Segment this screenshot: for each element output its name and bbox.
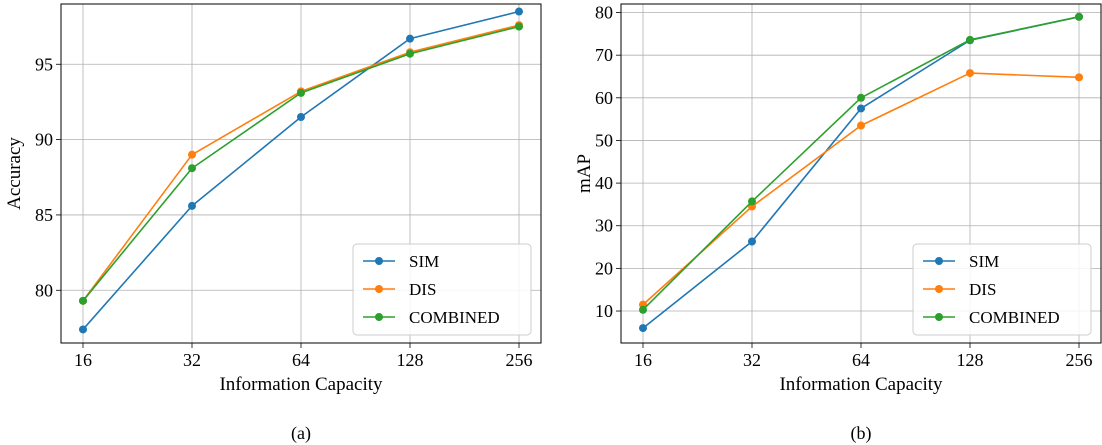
data-point-sim	[297, 113, 305, 121]
data-point-dis	[966, 69, 974, 78]
data-point-sim	[79, 325, 87, 334]
data-point-combined	[966, 35, 974, 44]
x-tick-label: 64	[852, 350, 870, 370]
data-point-combined	[515, 22, 523, 31]
x-tick-label: 16	[634, 350, 652, 370]
legend-marker-combined	[935, 313, 943, 321]
legend-label-dis: DIS	[409, 280, 436, 299]
legend-label-combined: COMBINED	[969, 308, 1060, 327]
legend-box	[352, 243, 532, 336]
legend-label-sim: SIM	[969, 252, 999, 271]
panel-caption: (b)	[851, 423, 872, 444]
data-point-sim	[639, 324, 647, 333]
plot-frame	[60, 3, 542, 344]
legend-label-dis: DIS	[969, 280, 996, 299]
legend-box	[912, 243, 1092, 336]
data-point-combined	[406, 49, 414, 58]
y-tick-label: 90	[35, 130, 53, 150]
y-tick-label: 95	[35, 54, 53, 74]
y-tick-label: 70	[595, 45, 613, 65]
data-point-sim	[857, 104, 865, 113]
data-point-dis	[857, 121, 865, 130]
y-tick-label: 50	[595, 130, 613, 150]
data-point-sim	[515, 7, 523, 16]
legend-label-sim: SIM	[409, 252, 439, 271]
y-tick-label: 30	[595, 216, 613, 236]
data-point-combined	[857, 93, 865, 102]
data-point-sim	[406, 34, 414, 43]
x-axis-label: Information Capacity	[779, 374, 943, 395]
legend-marker-sim	[375, 257, 383, 265]
y-tick-label: 20	[595, 258, 613, 278]
y-axis-label: Accuracy	[4, 137, 25, 210]
legend-marker-dis	[375, 285, 383, 293]
x-tick-label: 128	[957, 350, 984, 370]
chart-panel-a: 16 32 64 128 256 80 85 90 95 Information Capacity…	[4, 3, 542, 444]
plot-frame	[620, 3, 1102, 344]
data-point-sim	[188, 201, 196, 210]
x-tick-label: 16	[74, 350, 92, 370]
y-tick-label: 80	[595, 3, 613, 23]
legend-marker-sim	[935, 257, 943, 265]
legend: SIM DIS COMBINED	[352, 243, 532, 336]
legend: SIM DIS COMBINED	[912, 243, 1092, 336]
x-tick-label: 32	[183, 350, 201, 370]
panel-caption: (a)	[291, 423, 311, 444]
data-point-combined	[297, 88, 305, 97]
y-tick-label: 60	[595, 88, 613, 108]
data-point-dis	[1075, 73, 1083, 82]
data-point-dis	[188, 150, 196, 159]
y-tick-label: 85	[35, 205, 53, 225]
legend-marker-dis	[935, 285, 943, 293]
y-tick-label: 40	[595, 173, 613, 193]
data-point-combined	[639, 305, 647, 314]
x-tick-label: 64	[292, 350, 310, 370]
data-point-combined	[188, 164, 196, 173]
x-tick-label: 256	[506, 350, 533, 370]
y-axis-label: mAP	[574, 154, 595, 193]
chart-panel-b: 16 32 64 128 256 10 20 30 40 50 60 70 80 Information …	[574, 3, 1102, 444]
y-tick-label: 80	[35, 280, 53, 300]
legend-marker-combined	[375, 313, 383, 321]
x-tick-label: 256	[1066, 350, 1093, 370]
data-point-combined	[748, 197, 756, 206]
data-point-combined	[79, 296, 87, 305]
data-point-combined	[1075, 12, 1083, 21]
legend-label-combined: COMBINED	[409, 308, 500, 327]
x-tick-label: 128	[397, 350, 424, 370]
data-point-sim	[748, 237, 756, 246]
y-tick-label: 10	[595, 301, 613, 321]
x-axis-label: Information Capacity	[219, 374, 383, 395]
x-tick-label: 32	[743, 350, 761, 370]
